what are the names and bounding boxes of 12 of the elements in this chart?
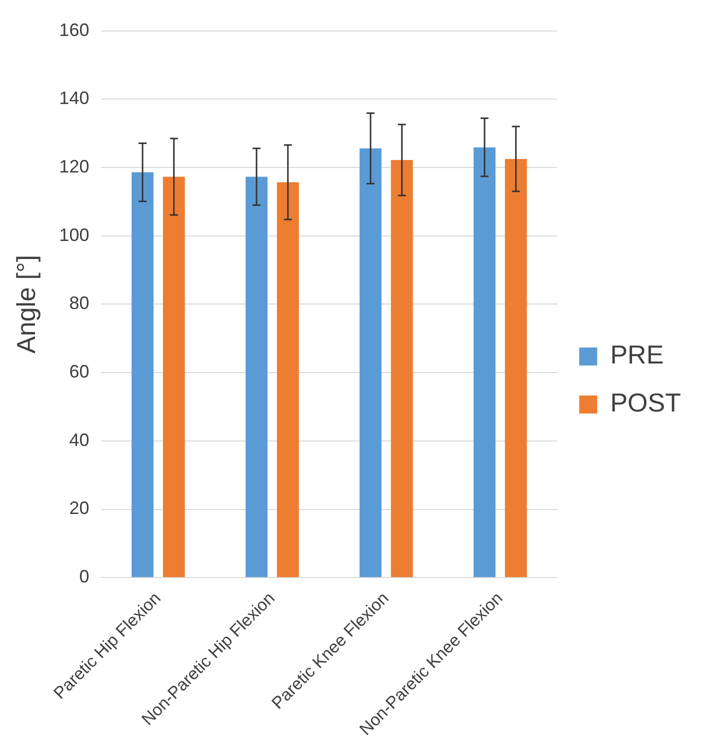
y-tick-label: 20 <box>69 498 90 518</box>
y-tick-label: 80 <box>69 293 90 314</box>
y-tick-label: 60 <box>69 362 90 382</box>
y-tick-label: 120 <box>59 156 90 176</box>
y-axis-title: Angle [°] <box>10 254 41 354</box>
legend-label: POST <box>610 388 682 418</box>
y-tick-label: 140 <box>59 88 90 108</box>
y-tick-label: 100 <box>59 224 90 245</box>
y-tick-label: 0 <box>79 566 90 587</box>
y-tick-label: 160 <box>59 20 90 40</box>
y-tick-label: 40 <box>69 430 90 450</box>
legend-label: PRE <box>610 340 664 370</box>
